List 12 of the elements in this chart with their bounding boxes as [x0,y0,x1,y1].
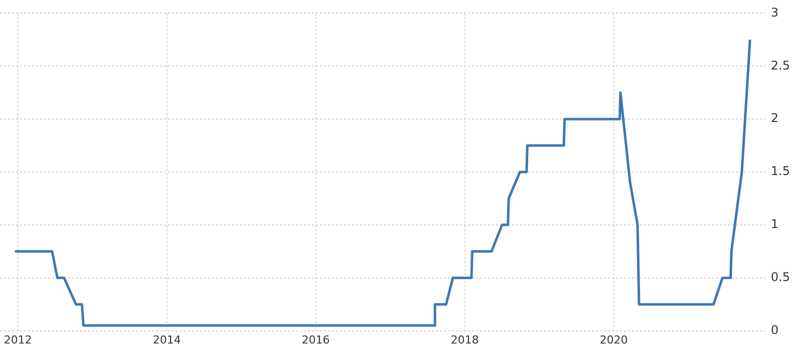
x-tick-label: 2020 [600,333,628,346]
y-tick-label: 2.5 [770,58,790,72]
x-tick-label: 2018 [450,333,479,346]
y-tick-label: 0 [770,322,779,337]
y-tick-label: 1.5 [770,164,790,178]
x-tick-label: 2016 [302,333,330,346]
x-tick-label: 2014 [152,333,181,346]
y-tick-label: 2 [770,111,779,126]
y-tick-label: 1 [770,217,779,232]
y-tick-label: 0.5 [770,270,790,284]
y-tick-label: 3 [770,5,779,20]
x-tick-label: 2012 [4,333,32,346]
